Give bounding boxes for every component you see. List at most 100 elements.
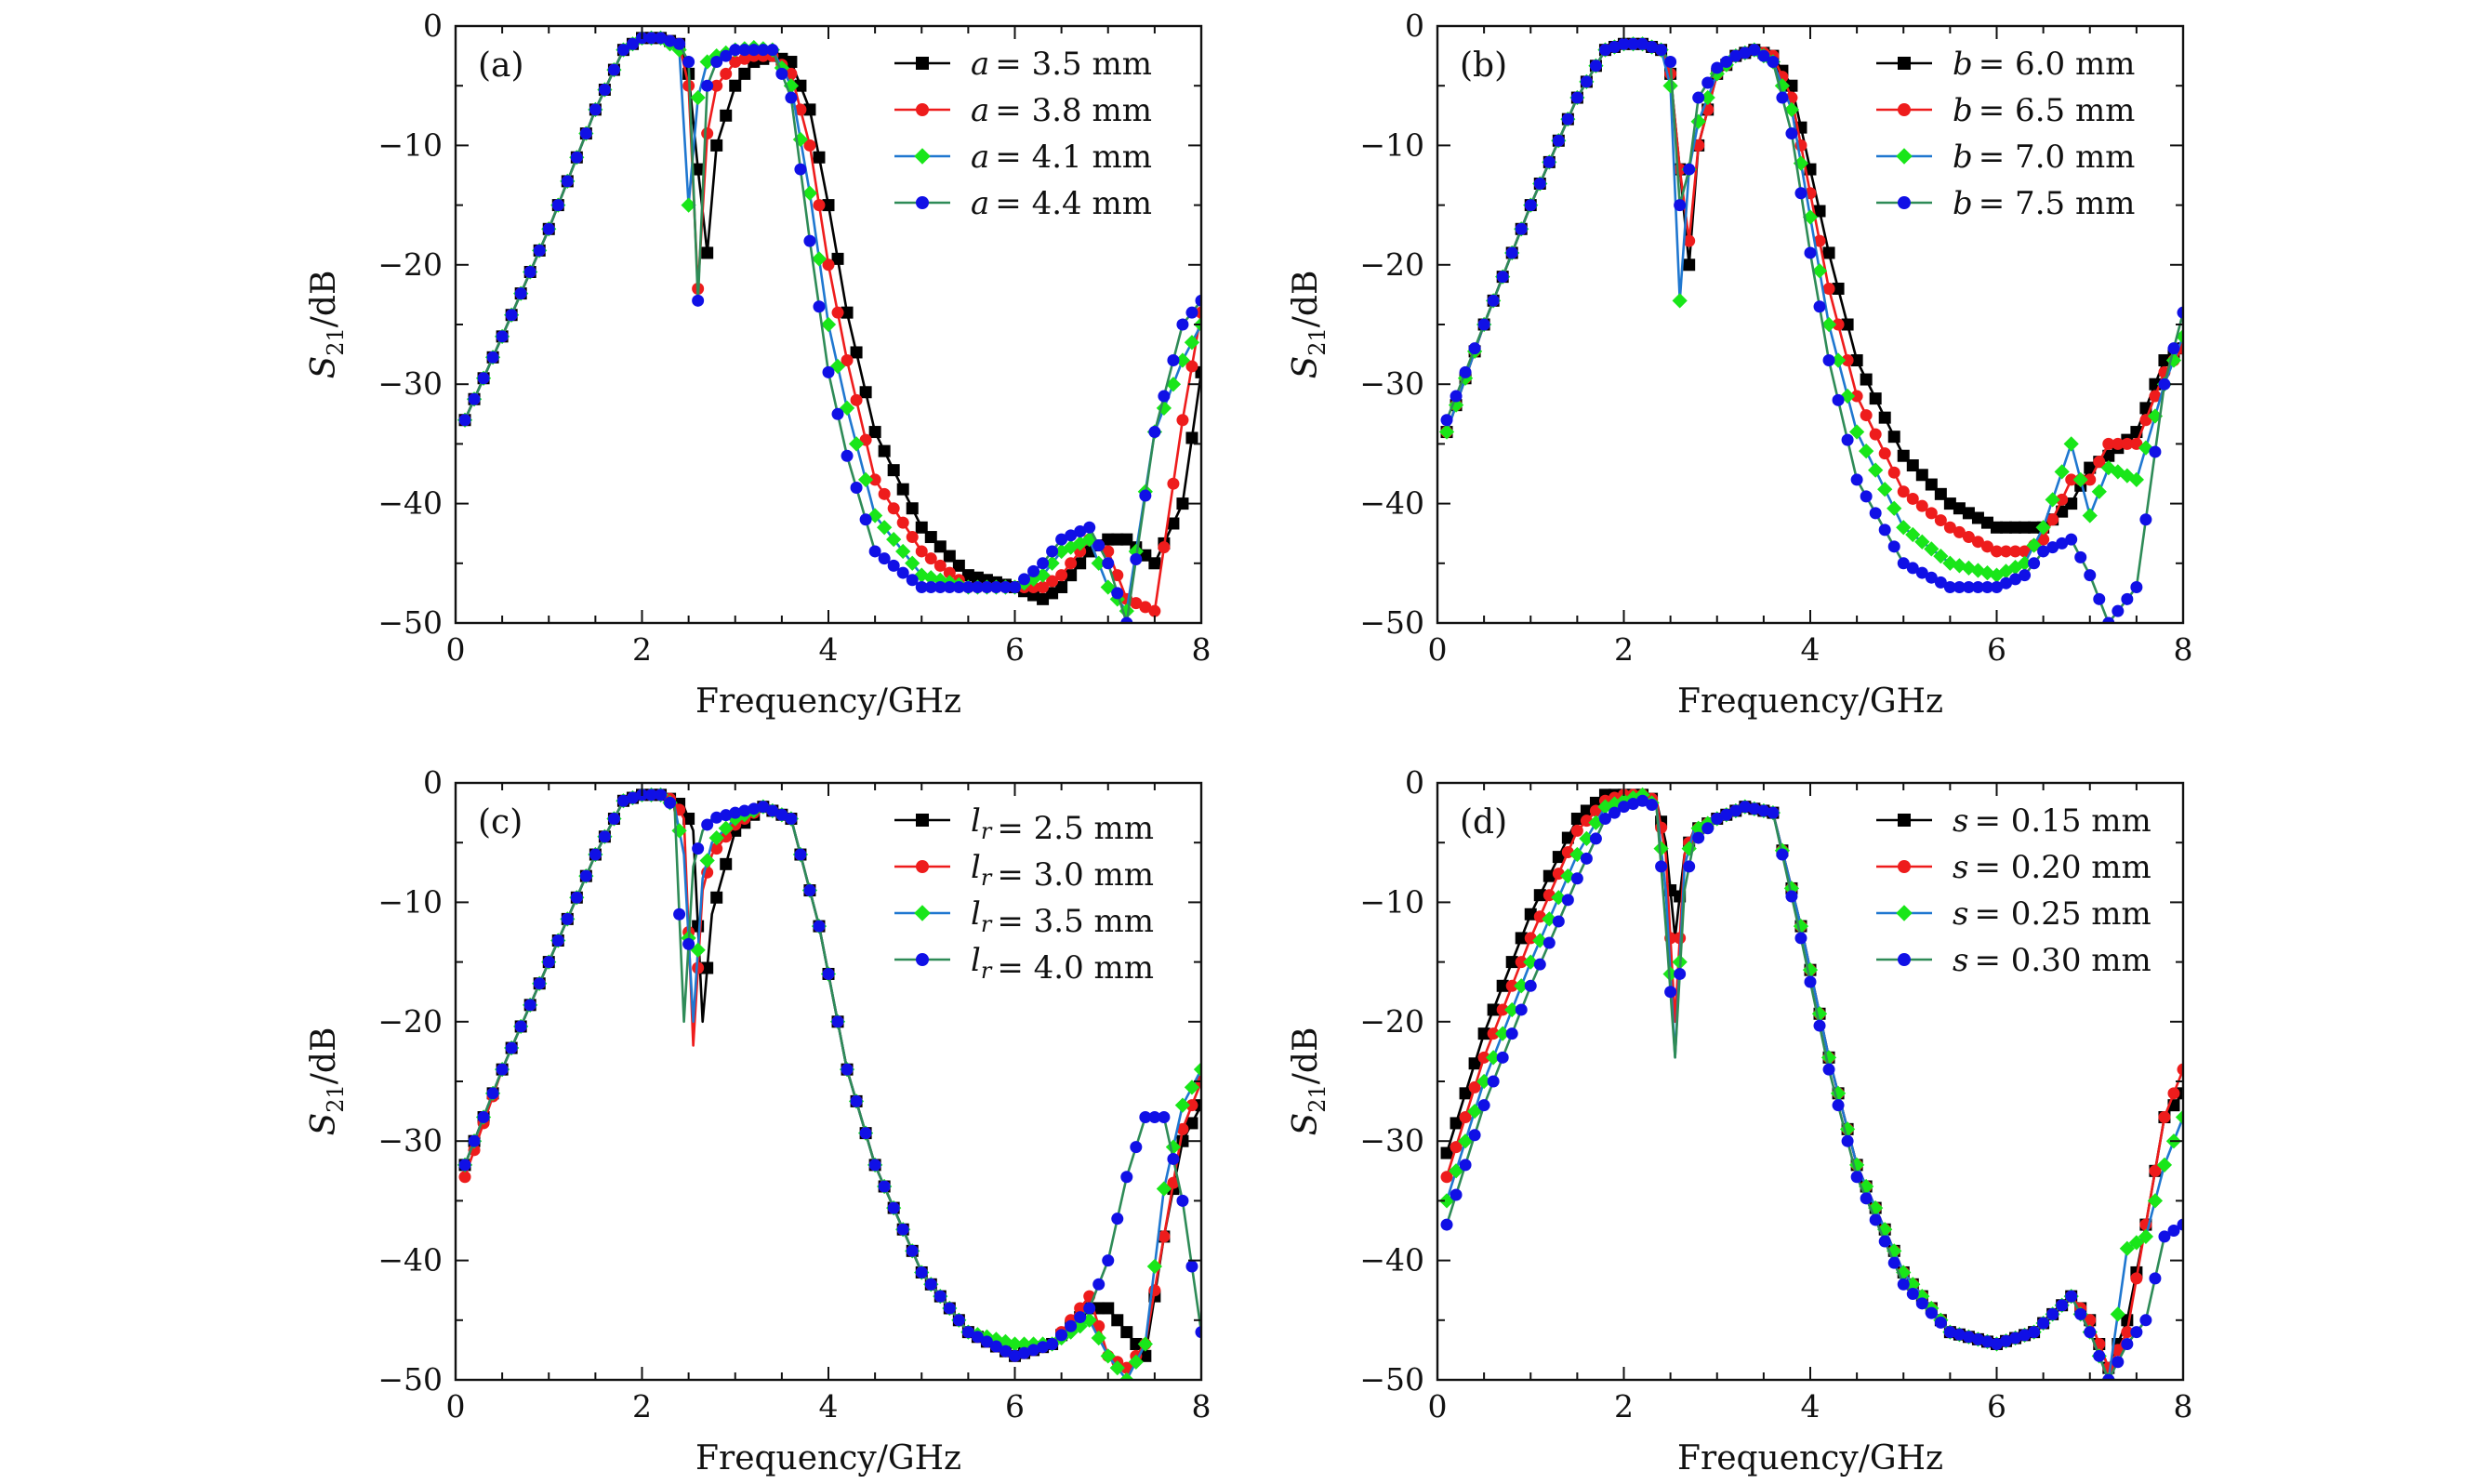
data-point xyxy=(2130,580,2143,593)
data-point xyxy=(1878,523,1891,537)
data-point xyxy=(906,502,919,515)
data-point xyxy=(1046,575,1059,588)
data-point xyxy=(1692,831,1705,844)
data-point xyxy=(1841,318,1854,331)
data-point xyxy=(1887,431,1900,444)
data-point xyxy=(2019,569,2032,582)
y-tick-label: −50 xyxy=(377,604,443,641)
x-tick-label: 8 xyxy=(2174,1388,2193,1424)
data-point xyxy=(1646,799,1659,812)
data-point xyxy=(1440,414,1453,427)
data-point xyxy=(2056,1299,2069,1312)
legend-item: s = 0.20 mm xyxy=(1876,849,2151,886)
data-point xyxy=(1906,492,1919,505)
x-tick-label: 2 xyxy=(1614,631,1634,668)
data-point xyxy=(1167,517,1180,530)
data-point xyxy=(1139,601,1152,614)
data-point xyxy=(1905,526,1921,543)
data-point xyxy=(1185,431,1198,444)
data-point xyxy=(1739,801,1752,814)
data-point xyxy=(1850,390,1863,403)
data-point xyxy=(1165,377,1182,392)
data-point xyxy=(682,937,695,950)
y-axis: 0 −10 −20 −30 −40 −50 S21/dB xyxy=(1287,7,2183,641)
data-point xyxy=(729,79,742,92)
data-point xyxy=(1962,580,1975,593)
data-point xyxy=(1092,1319,1105,1332)
data-point xyxy=(757,44,770,57)
legend-swatch-marker xyxy=(1898,860,1911,873)
data-point xyxy=(1120,533,1133,546)
data-point xyxy=(1887,540,1900,553)
data-point xyxy=(720,67,733,80)
data-point xyxy=(2121,592,2134,605)
data-point xyxy=(971,571,984,584)
data-point xyxy=(1674,199,1687,212)
data-point xyxy=(794,103,807,116)
data-point xyxy=(1570,872,1583,885)
data-point xyxy=(2149,1272,2162,1285)
data-point xyxy=(1148,426,1161,439)
data-point xyxy=(859,1127,872,1140)
data-point xyxy=(943,550,956,563)
data-point xyxy=(1711,61,1724,74)
data-point xyxy=(822,258,835,272)
data-point xyxy=(1496,271,1509,284)
data-point xyxy=(1440,1146,1453,1159)
data-point xyxy=(841,354,854,367)
data-point xyxy=(1636,794,1649,807)
data-point xyxy=(877,520,893,536)
plot-area xyxy=(1438,787,2183,1380)
data-point xyxy=(1832,393,1845,406)
data-point xyxy=(2056,537,2069,550)
y-tick-label: −10 xyxy=(1359,126,1424,163)
data-point xyxy=(514,1020,527,1033)
data-point xyxy=(1813,234,1826,247)
data-point xyxy=(1487,1003,1500,1016)
data-point xyxy=(1185,306,1198,319)
data-point xyxy=(961,569,974,582)
data-point xyxy=(1887,500,1902,516)
legend: s = 0.15 mm s = 0.20 mm s = 0.25 mm s = 0.30 mm xyxy=(1876,802,2151,979)
data-point xyxy=(2009,545,2022,558)
y-tick-label: −40 xyxy=(1359,1242,1424,1279)
data-point xyxy=(887,464,900,477)
data-point xyxy=(1915,499,1928,512)
data-point xyxy=(533,977,546,990)
y-tick-label: 0 xyxy=(1405,7,1424,44)
data-point xyxy=(673,908,686,921)
data-point xyxy=(2065,533,2078,546)
data-point xyxy=(1664,56,1677,69)
data-point xyxy=(905,555,920,571)
y-axis-label: S21/dB xyxy=(305,1027,349,1136)
data-point xyxy=(1139,1111,1152,1124)
data-point xyxy=(710,811,723,824)
y-tick-label: −30 xyxy=(377,1122,443,1159)
data-point xyxy=(1579,830,1595,847)
data-point xyxy=(655,32,668,45)
data-point xyxy=(1934,487,1947,500)
data-point xyxy=(1859,443,1874,459)
data-point xyxy=(1176,1122,1189,1135)
data-point xyxy=(690,89,706,106)
legend-swatch-marker xyxy=(916,57,929,70)
data-point xyxy=(1091,1330,1106,1346)
data-point xyxy=(738,67,751,80)
data-point xyxy=(1139,489,1152,502)
data-point xyxy=(514,287,527,300)
data-point xyxy=(803,139,816,152)
data-point xyxy=(1083,1302,1096,1315)
legend-label: b = 7.0 mm xyxy=(1953,139,2135,176)
data-point xyxy=(1496,1003,1509,1016)
data-point xyxy=(1711,813,1724,826)
data-point xyxy=(616,794,629,807)
data-point xyxy=(811,251,827,267)
data-point xyxy=(1037,592,1050,605)
data-point xyxy=(1055,1329,1068,1342)
data-point xyxy=(1009,580,1021,593)
data-point xyxy=(1925,571,1938,584)
data-point xyxy=(831,1015,844,1028)
legend-item: s = 0.15 mm xyxy=(1876,802,2151,840)
data-point xyxy=(1065,569,1078,582)
